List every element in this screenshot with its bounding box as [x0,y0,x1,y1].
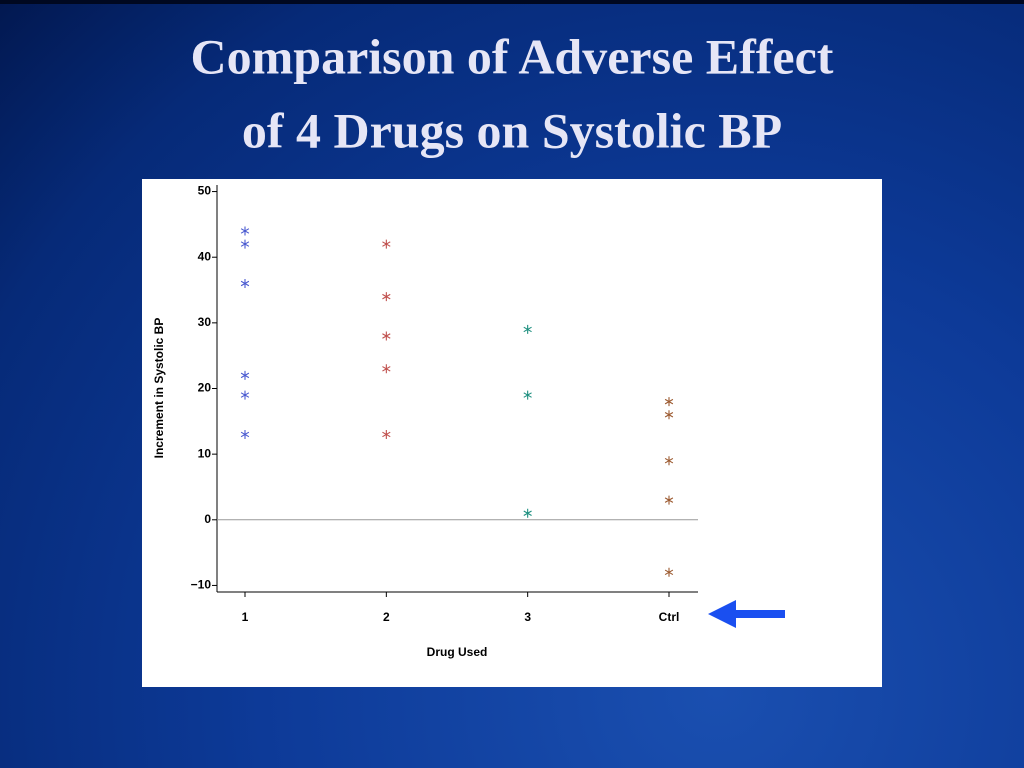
point [664,397,674,407]
y-axis-label: Increment in Systolic BP [152,318,166,459]
point [523,324,532,334]
top-band [0,0,1024,4]
y-tick-label: 30 [198,315,212,329]
y-tick-label: 50 [198,184,212,198]
point [240,239,250,249]
point [664,495,674,505]
title-line: Comparison of Adverse Effect [191,28,834,84]
y-tick-label: 20 [198,381,212,395]
y-tick-label: 0 [204,512,211,526]
point [382,331,391,341]
point [240,390,250,400]
y-tick-label: 40 [198,249,212,263]
title-line: of 4 Drugs on Systolic BP [242,102,782,158]
point [664,456,674,466]
y-tick-label: −10 [191,578,212,592]
point [382,364,391,374]
y-tick-label: 10 [198,446,212,460]
point [382,292,391,302]
point [382,239,391,249]
point [382,429,391,439]
x-tick-label: 3 [524,610,531,624]
point [523,508,532,518]
point [523,390,532,400]
point [240,226,250,236]
x-tick-label: 2 [383,610,390,624]
point [240,278,250,288]
chart-panel [142,179,882,687]
point [240,429,250,439]
point [240,370,250,380]
x-tick-label: 1 [242,610,249,624]
x-axis-label: Drug Used [427,645,488,659]
point [664,410,674,420]
arrow [708,600,785,628]
x-tick-label: Ctrl [659,610,680,624]
point [664,567,674,577]
